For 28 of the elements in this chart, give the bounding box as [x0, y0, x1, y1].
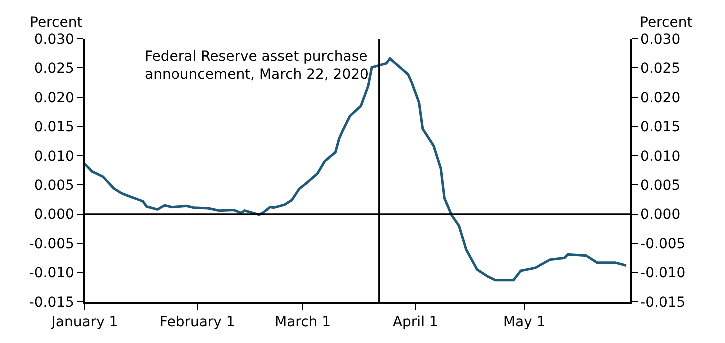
y-tick-label: -0.010: [29, 266, 74, 282]
x-tick-label: May 1: [503, 314, 546, 331]
y-tick-label: 0.020: [34, 90, 74, 106]
x-tick-label: February 1: [160, 314, 236, 331]
y2-axis-title: Percent: [640, 15, 694, 31]
y-tick-label: 0.015: [34, 120, 74, 136]
y2-tick-label: 0.000: [640, 207, 681, 224]
ref-line-label: Federal Reserve asset purchase announcement, March 22, 2020: [145, 49, 369, 84]
y2-tick-label: 0.010: [640, 148, 681, 165]
x-tick-label: March 1: [274, 314, 332, 331]
y-tick-label: 0.025: [34, 61, 74, 78]
y-tick-label: -0.015: [29, 294, 74, 311]
y-tick-label: 0.000: [34, 207, 74, 224]
x-tick-label: January 1: [50, 314, 118, 331]
y2-tick-label: 0.025: [640, 61, 681, 78]
y2-tick-label: -0.005: [640, 236, 686, 252]
y2-tick-label: -0.015: [640, 294, 686, 311]
y2-tick-label: -0.010: [640, 266, 686, 282]
y2-tick-label: 0.030: [640, 32, 681, 48]
x-tick-label: April 1: [392, 314, 438, 331]
y-tick-label: 0.005: [34, 178, 74, 194]
y2-tick-label: 0.015: [640, 120, 681, 136]
y-tick-label: 0.030: [34, 32, 74, 48]
y-tick-label: -0.005: [29, 236, 74, 252]
y-axis-title: Percent: [30, 15, 84, 31]
y2-tick-label: 0.020: [640, 90, 681, 106]
y-tick-label: 0.010: [34, 148, 74, 165]
y2-tick-label: 0.005: [640, 178, 681, 194]
